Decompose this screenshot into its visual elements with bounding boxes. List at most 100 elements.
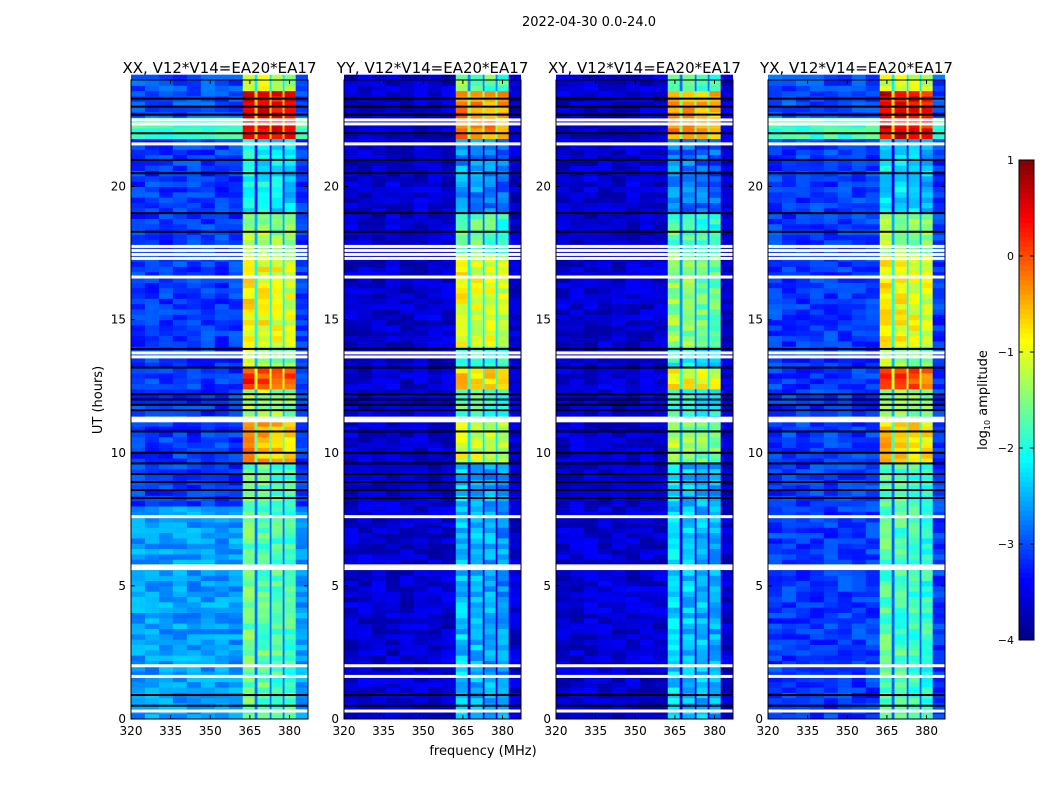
heatmap-cell — [495, 474, 498, 480]
heatmap-cell — [556, 506, 571, 512]
heatmap-cell — [172, 671, 188, 677]
heatmap-cell — [172, 165, 188, 172]
heatmap-cell — [200, 80, 216, 86]
heatmap-cell — [455, 585, 468, 592]
heatmap-cell — [653, 431, 669, 438]
heatmap-cell — [254, 218, 258, 225]
heatmap-cell — [158, 575, 174, 582]
heatmap-cell — [344, 106, 359, 113]
heatmap-cell — [371, 74, 387, 81]
heatmap-cell — [269, 452, 272, 459]
heatmap-cell — [371, 548, 387, 555]
flagged-row — [131, 416, 308, 420]
heatmap-cell — [271, 649, 283, 656]
heatmap-cell — [482, 149, 485, 156]
heatmap-cell — [214, 442, 230, 448]
heatmap-cell — [399, 239, 415, 246]
heatmap-cell — [694, 617, 697, 624]
heatmap-cell — [172, 511, 188, 518]
heatmap-cell — [653, 442, 669, 448]
heatmap-cell — [131, 218, 146, 225]
heatmap-cell — [131, 601, 146, 608]
heatmap-cell — [455, 644, 468, 651]
heatmap-cell — [427, 516, 443, 523]
heatmap-cell — [385, 330, 401, 337]
heatmap-cell — [257, 548, 270, 555]
heatmap-cell — [611, 490, 627, 496]
heatmap-cell — [556, 474, 571, 480]
heatmap-cell — [696, 623, 708, 629]
heatmap-cell — [131, 234, 146, 241]
heatmap-cell — [200, 671, 216, 677]
heatmap-cell — [271, 266, 283, 273]
heatmap-cell — [284, 356, 296, 363]
heatmap-cell — [455, 447, 468, 454]
heatmap-cell — [271, 559, 283, 566]
heatmap-cell — [242, 101, 255, 108]
heatmap-cell — [271, 340, 283, 347]
heatmap-cell — [271, 628, 283, 635]
heatmap-cell — [172, 553, 188, 560]
flagged-row — [344, 709, 521, 713]
heatmap-cell — [508, 404, 521, 411]
heatmap-cell — [694, 639, 697, 645]
heatmap-cell — [284, 367, 296, 374]
heatmap-cell — [200, 239, 216, 246]
heatmap-cell — [131, 458, 146, 464]
heatmap-cell — [284, 431, 296, 438]
heatmap-cell — [284, 447, 296, 454]
heatmap-cell — [508, 516, 521, 523]
heatmap-cell — [186, 601, 202, 608]
heatmap-cell — [484, 106, 496, 113]
x-tick-label: 365 — [238, 724, 261, 738]
heatmap-cell — [625, 452, 641, 459]
heatmap-cell — [413, 697, 429, 704]
heatmap-cell — [482, 596, 485, 603]
heatmap-cell — [427, 293, 443, 299]
heatmap-cell — [720, 623, 733, 629]
heatmap-cell — [639, 516, 655, 523]
heatmap-cell — [427, 420, 443, 427]
heatmap-cell — [254, 149, 258, 156]
heatmap-cell — [172, 484, 188, 491]
heatmap-cell — [441, 404, 457, 411]
heatmap-cell — [385, 324, 401, 331]
heatmap-cell — [497, 223, 509, 230]
heatmap-cell — [228, 404, 244, 411]
heatmap-cell — [357, 442, 373, 448]
heatmap-cell — [653, 665, 669, 672]
heatmap-cell — [158, 138, 174, 145]
heatmap-cell — [467, 644, 471, 651]
heatmap-cell — [597, 420, 613, 427]
heatmap-cell — [484, 356, 496, 363]
heatmap-cell — [470, 106, 483, 113]
heatmap-cell — [385, 175, 401, 182]
heatmap-cell — [482, 271, 485, 278]
heatmap-cell — [484, 394, 496, 400]
heatmap-cell — [271, 223, 283, 230]
heatmap-cell — [385, 378, 401, 385]
heatmap-cell — [295, 447, 308, 454]
heatmap-cell — [254, 612, 258, 619]
heatmap-cell — [427, 543, 443, 550]
heatmap-cell — [269, 245, 272, 251]
heatmap-cell — [482, 585, 485, 592]
heatmap-cell — [172, 426, 188, 432]
heatmap-cell — [667, 410, 680, 416]
heatmap-cell — [200, 335, 216, 342]
heatmap-cell — [467, 639, 471, 645]
heatmap-cell — [186, 681, 202, 688]
heatmap-cell — [569, 617, 585, 624]
heatmap-cell — [639, 463, 655, 470]
heatmap-cell — [269, 383, 272, 390]
heatmap-cell — [371, 303, 387, 310]
heatmap-cell — [144, 378, 160, 385]
heatmap-cell — [508, 287, 521, 294]
heatmap-cell — [707, 585, 710, 592]
heatmap-cell — [556, 559, 571, 566]
heatmap-cell — [371, 239, 387, 246]
heatmap-cell — [467, 394, 471, 400]
heatmap-cell — [271, 287, 283, 294]
heatmap-cell — [257, 623, 270, 629]
heatmap-cell — [467, 223, 471, 230]
